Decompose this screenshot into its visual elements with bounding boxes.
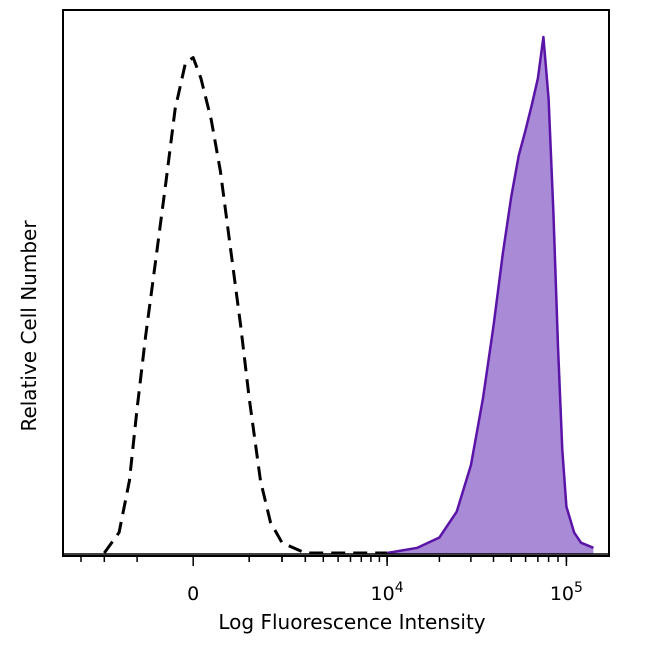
x-axis-ticks bbox=[80, 556, 568, 566]
x-axis-title: Log Fluorescence Intensity bbox=[218, 610, 485, 634]
x-axis-tick-labels: 0 104 105 bbox=[187, 580, 583, 605]
plot-marks bbox=[63, 35, 609, 555]
x-tick-label: 104 bbox=[371, 580, 404, 605]
control-histogram-line bbox=[103, 56, 388, 555]
sample-histogram-line bbox=[386, 35, 594, 555]
x-tick-label: 0 bbox=[187, 583, 199, 605]
y-axis-title: Relative Cell Number bbox=[17, 220, 41, 432]
x-tick-label: 105 bbox=[550, 580, 583, 605]
plot-frame bbox=[62, 9, 610, 557]
sample-histogram-fill bbox=[387, 37, 594, 554]
